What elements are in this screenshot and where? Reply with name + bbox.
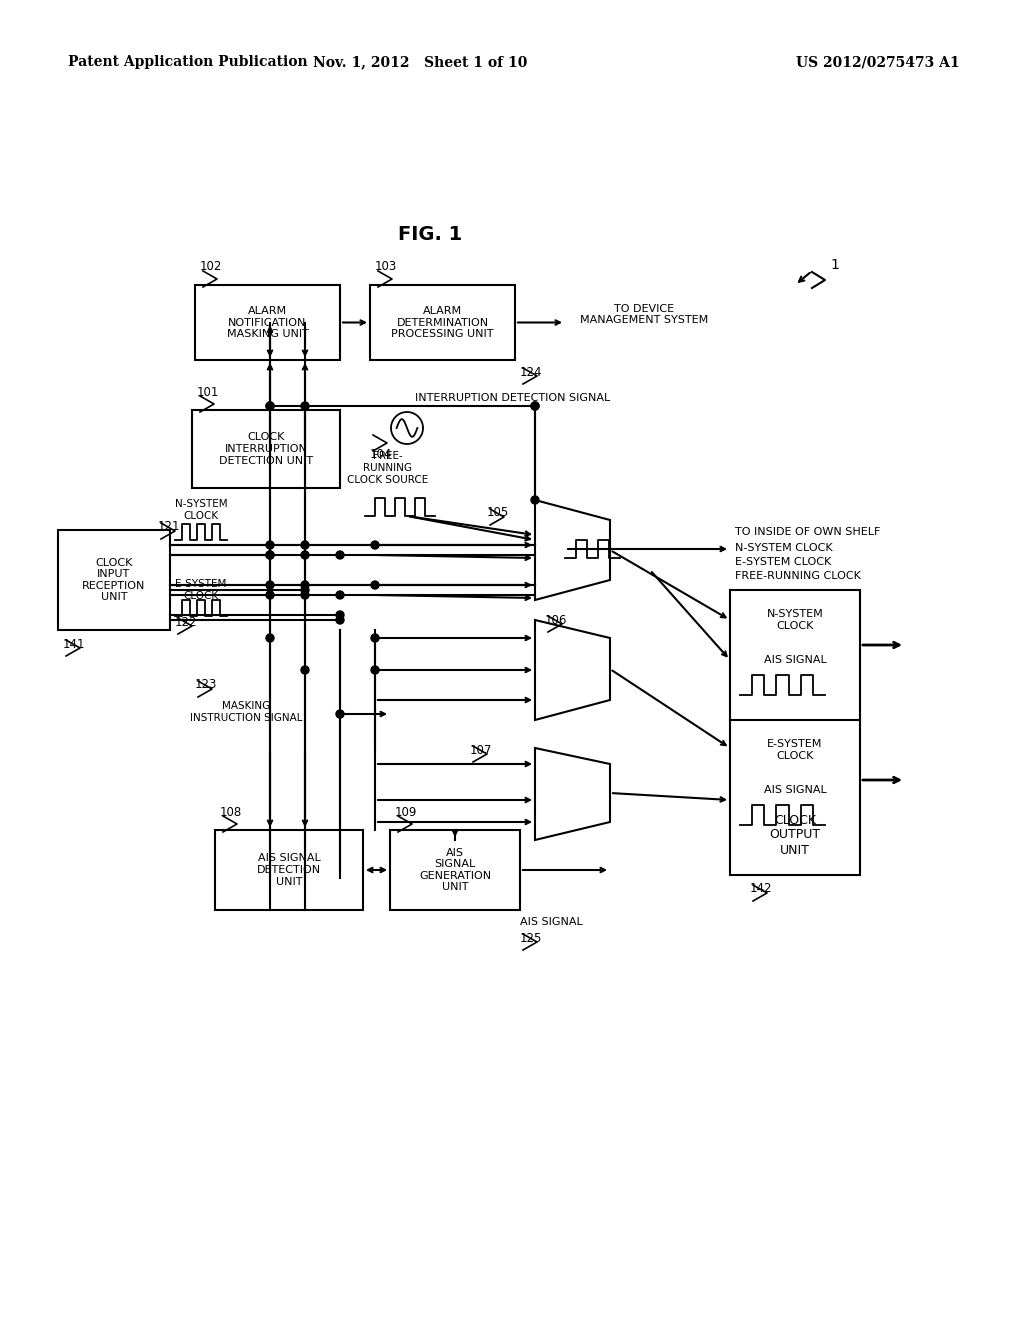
Text: Patent Application Publication: Patent Application Publication [68, 55, 307, 69]
Text: 125: 125 [520, 932, 543, 945]
Circle shape [301, 550, 309, 558]
Bar [195, 285, 340, 360]
Circle shape [266, 634, 274, 642]
Text: ALARM
DETERMINATION
PROCESSING UNIT: ALARM DETERMINATION PROCESSING UNIT [391, 306, 494, 339]
Text: 107: 107 [470, 743, 493, 756]
Text: INTERRUPTION DETECTION SIGNAL: INTERRUPTION DETECTION SIGNAL [415, 393, 610, 403]
Text: 1: 1 [830, 257, 839, 272]
Circle shape [336, 616, 344, 624]
Text: 123: 123 [195, 678, 217, 692]
Text: AIS SIGNAL: AIS SIGNAL [520, 917, 583, 927]
Circle shape [371, 634, 379, 642]
Text: E-SYSTEM CLOCK: E-SYSTEM CLOCK [735, 557, 831, 568]
Circle shape [531, 403, 539, 411]
Circle shape [336, 591, 344, 599]
Text: MASKING
INSTRUCTION SIGNAL: MASKING INSTRUCTION SIGNAL [190, 701, 302, 723]
Text: 101: 101 [197, 385, 219, 399]
Text: 104: 104 [370, 449, 392, 462]
Bar [730, 590, 860, 875]
Circle shape [371, 541, 379, 549]
Text: E-SYSTEM
CLOCK: E-SYSTEM CLOCK [767, 739, 822, 760]
Text: AIS
SIGNAL
GENERATION
UNIT: AIS SIGNAL GENERATION UNIT [419, 847, 492, 892]
Text: N-SYSTEM CLOCK: N-SYSTEM CLOCK [735, 543, 833, 553]
Text: 109: 109 [395, 805, 418, 818]
Text: 106: 106 [545, 614, 567, 627]
Text: AIS SIGNAL: AIS SIGNAL [764, 655, 826, 665]
Bar [58, 531, 170, 630]
Circle shape [301, 667, 309, 675]
Circle shape [266, 550, 274, 558]
Text: E-SYSTEM
CLOCK: E-SYSTEM CLOCK [175, 579, 226, 601]
Bar [193, 411, 340, 488]
Circle shape [301, 591, 309, 599]
Text: US 2012/0275473 A1: US 2012/0275473 A1 [797, 55, 961, 69]
Text: FIG. 1: FIG. 1 [398, 226, 462, 244]
Circle shape [336, 710, 344, 718]
Text: N-SYSTEM
CLOCK: N-SYSTEM CLOCK [175, 499, 227, 521]
Circle shape [266, 403, 274, 411]
Text: 122: 122 [175, 615, 198, 628]
Circle shape [266, 581, 274, 589]
Bar [215, 830, 362, 909]
Text: FREE-RUNNING CLOCK: FREE-RUNNING CLOCK [735, 572, 861, 581]
Text: 141: 141 [63, 638, 85, 651]
Circle shape [531, 496, 539, 504]
Text: 102: 102 [200, 260, 222, 273]
Text: FREE-
RUNNING
CLOCK SOURCE: FREE- RUNNING CLOCK SOURCE [347, 451, 429, 484]
Text: TO DEVICE
MANAGEMENT SYSTEM: TO DEVICE MANAGEMENT SYSTEM [580, 304, 709, 325]
Circle shape [301, 541, 309, 549]
Circle shape [336, 550, 344, 558]
Circle shape [371, 667, 379, 675]
Text: AIS SIGNAL
DETECTION
UNIT: AIS SIGNAL DETECTION UNIT [257, 854, 322, 887]
Bar [370, 285, 515, 360]
Circle shape [301, 586, 309, 594]
Circle shape [266, 541, 274, 549]
Text: CLOCK
INPUT
RECEPTION
UNIT: CLOCK INPUT RECEPTION UNIT [82, 557, 145, 602]
Circle shape [371, 581, 379, 589]
Text: 121: 121 [158, 520, 180, 533]
Circle shape [301, 403, 309, 411]
Text: Nov. 1, 2012   Sheet 1 of 10: Nov. 1, 2012 Sheet 1 of 10 [312, 55, 527, 69]
Text: TO INSIDE OF OWN SHELF: TO INSIDE OF OWN SHELF [735, 527, 881, 537]
Circle shape [301, 581, 309, 589]
Circle shape [266, 550, 274, 558]
Circle shape [266, 591, 274, 599]
Text: 105: 105 [487, 507, 509, 520]
Text: ALARM
NOTIFICATION
MASKING UNIT: ALARM NOTIFICATION MASKING UNIT [226, 306, 308, 339]
Text: 103: 103 [375, 260, 397, 273]
Text: 124: 124 [520, 366, 543, 379]
Circle shape [266, 403, 274, 411]
Circle shape [531, 403, 539, 411]
Text: N-SYSTEM
CLOCK: N-SYSTEM CLOCK [767, 610, 823, 631]
Text: AIS SIGNAL: AIS SIGNAL [764, 785, 826, 795]
Bar [390, 830, 520, 909]
Text: CLOCK
INTERRUPTION
DETECTION UNIT: CLOCK INTERRUPTION DETECTION UNIT [219, 433, 313, 466]
Text: 142: 142 [750, 883, 772, 895]
Circle shape [336, 611, 344, 619]
Text: 108: 108 [220, 805, 243, 818]
Text: CLOCK
OUTPUT
UNIT: CLOCK OUTPUT UNIT [769, 813, 820, 857]
